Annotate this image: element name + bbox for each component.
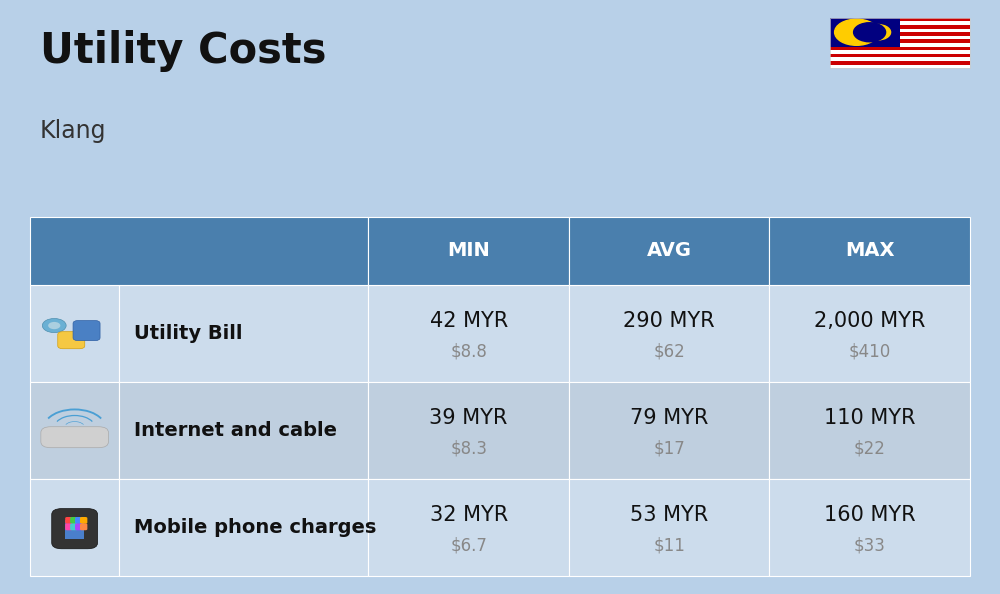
Circle shape: [835, 19, 879, 45]
FancyBboxPatch shape: [65, 520, 84, 539]
FancyBboxPatch shape: [769, 479, 970, 576]
Text: MAX: MAX: [845, 242, 894, 260]
Text: Utility Bill: Utility Bill: [134, 324, 243, 343]
Bar: [830, 29, 970, 32]
Circle shape: [42, 318, 66, 333]
Bar: [830, 25, 970, 29]
Text: AVG: AVG: [647, 242, 692, 260]
Text: $410: $410: [849, 343, 891, 361]
FancyBboxPatch shape: [769, 382, 970, 479]
FancyBboxPatch shape: [80, 517, 87, 524]
FancyBboxPatch shape: [41, 426, 108, 448]
FancyBboxPatch shape: [75, 517, 82, 524]
Circle shape: [865, 24, 891, 40]
FancyBboxPatch shape: [569, 285, 769, 382]
Text: $17: $17: [653, 440, 685, 457]
Text: $62: $62: [653, 343, 685, 361]
Text: $6.7: $6.7: [450, 536, 487, 554]
Text: $8.3: $8.3: [450, 440, 487, 457]
Text: 32 MYR: 32 MYR: [430, 504, 508, 525]
Bar: [830, 18, 970, 68]
FancyBboxPatch shape: [30, 285, 119, 382]
Bar: [830, 18, 900, 47]
FancyBboxPatch shape: [73, 321, 100, 340]
Bar: [830, 43, 970, 47]
Bar: [830, 58, 970, 61]
FancyBboxPatch shape: [65, 523, 73, 530]
Text: Internet and cable: Internet and cable: [134, 421, 337, 440]
FancyBboxPatch shape: [75, 523, 82, 530]
Text: 160 MYR: 160 MYR: [824, 504, 916, 525]
Text: 39 MYR: 39 MYR: [429, 407, 508, 428]
Text: 79 MYR: 79 MYR: [630, 407, 708, 428]
FancyBboxPatch shape: [119, 479, 368, 576]
FancyBboxPatch shape: [769, 285, 970, 382]
FancyBboxPatch shape: [30, 217, 368, 285]
FancyBboxPatch shape: [569, 382, 769, 479]
Text: Klang: Klang: [40, 119, 106, 143]
Text: Utility Costs: Utility Costs: [40, 30, 326, 72]
Text: $33: $33: [854, 536, 886, 554]
Bar: [830, 65, 970, 68]
FancyBboxPatch shape: [58, 331, 85, 349]
FancyBboxPatch shape: [769, 217, 970, 285]
FancyBboxPatch shape: [65, 517, 73, 524]
FancyBboxPatch shape: [119, 382, 368, 479]
FancyBboxPatch shape: [30, 382, 119, 479]
FancyBboxPatch shape: [80, 523, 87, 530]
Text: 2,000 MYR: 2,000 MYR: [814, 311, 925, 331]
FancyBboxPatch shape: [119, 285, 368, 382]
FancyBboxPatch shape: [70, 523, 78, 530]
FancyBboxPatch shape: [569, 479, 769, 576]
Text: 42 MYR: 42 MYR: [430, 311, 508, 331]
Bar: [830, 47, 970, 50]
Text: $8.8: $8.8: [450, 343, 487, 361]
FancyBboxPatch shape: [569, 217, 769, 285]
Text: $11: $11: [653, 536, 685, 554]
Text: MIN: MIN: [447, 242, 490, 260]
FancyBboxPatch shape: [368, 285, 569, 382]
Bar: [830, 32, 970, 36]
Circle shape: [48, 322, 60, 329]
Bar: [830, 54, 970, 58]
FancyBboxPatch shape: [368, 217, 569, 285]
Bar: [830, 36, 970, 39]
FancyBboxPatch shape: [70, 517, 78, 524]
Text: $22: $22: [854, 440, 886, 457]
Text: 110 MYR: 110 MYR: [824, 407, 915, 428]
FancyBboxPatch shape: [52, 508, 98, 549]
FancyBboxPatch shape: [368, 479, 569, 576]
Bar: [830, 18, 970, 21]
Text: 290 MYR: 290 MYR: [623, 311, 715, 331]
Bar: [830, 61, 970, 65]
FancyBboxPatch shape: [30, 479, 119, 576]
Text: Mobile phone charges: Mobile phone charges: [134, 518, 377, 537]
Circle shape: [854, 23, 886, 42]
Bar: [830, 39, 970, 43]
Bar: [830, 50, 970, 54]
FancyBboxPatch shape: [368, 382, 569, 479]
Bar: [830, 21, 970, 25]
Text: 53 MYR: 53 MYR: [630, 504, 708, 525]
